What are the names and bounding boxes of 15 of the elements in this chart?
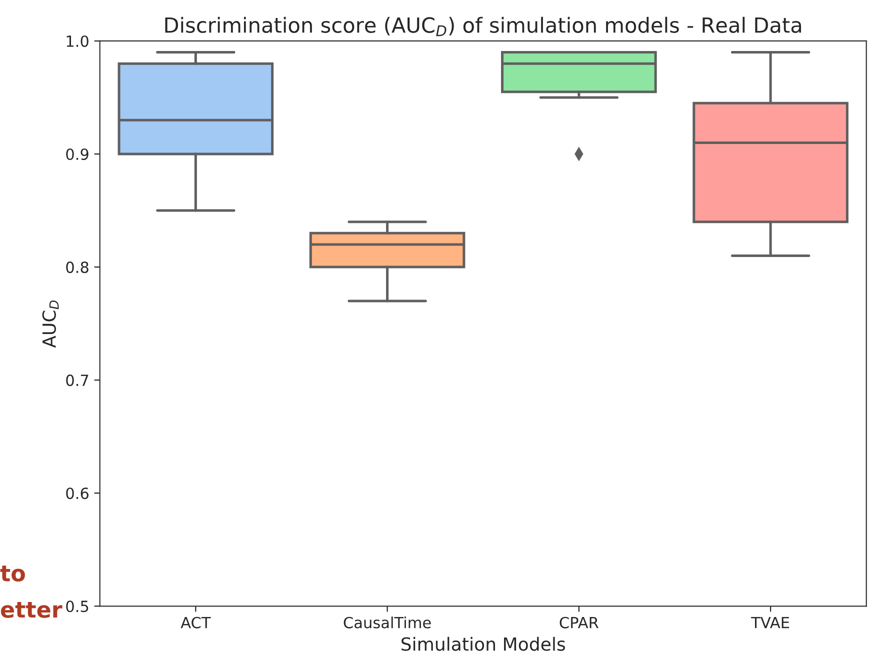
y-tick-label: 0.8 [66, 262, 88, 274]
x-tick-label: ACT [180, 616, 211, 628]
y-tick-label: 1.0 [66, 35, 88, 48]
x-tick-label: CausalTime [344, 616, 431, 628]
x-tick-label: TVAE [751, 617, 790, 628]
text: etter [0, 602, 62, 618]
y-tick-label: 0.5 [66, 600, 88, 612]
text: to [0, 566, 25, 582]
x-axis-title: Simulation Models [402, 636, 565, 651]
y-tick-label: 0.7 [66, 374, 88, 386]
y-tick-label: 0.9 [66, 148, 88, 160]
y-tick-label: 0.6 [66, 488, 88, 500]
x-tick-label: CPAR [560, 616, 598, 628]
y-axis-title: AUC$_{D}$ [42, 300, 59, 348]
chart-title: Discrimination score (AUC$_{D}$) of simulation models - Real Data [165, 16, 802, 36]
